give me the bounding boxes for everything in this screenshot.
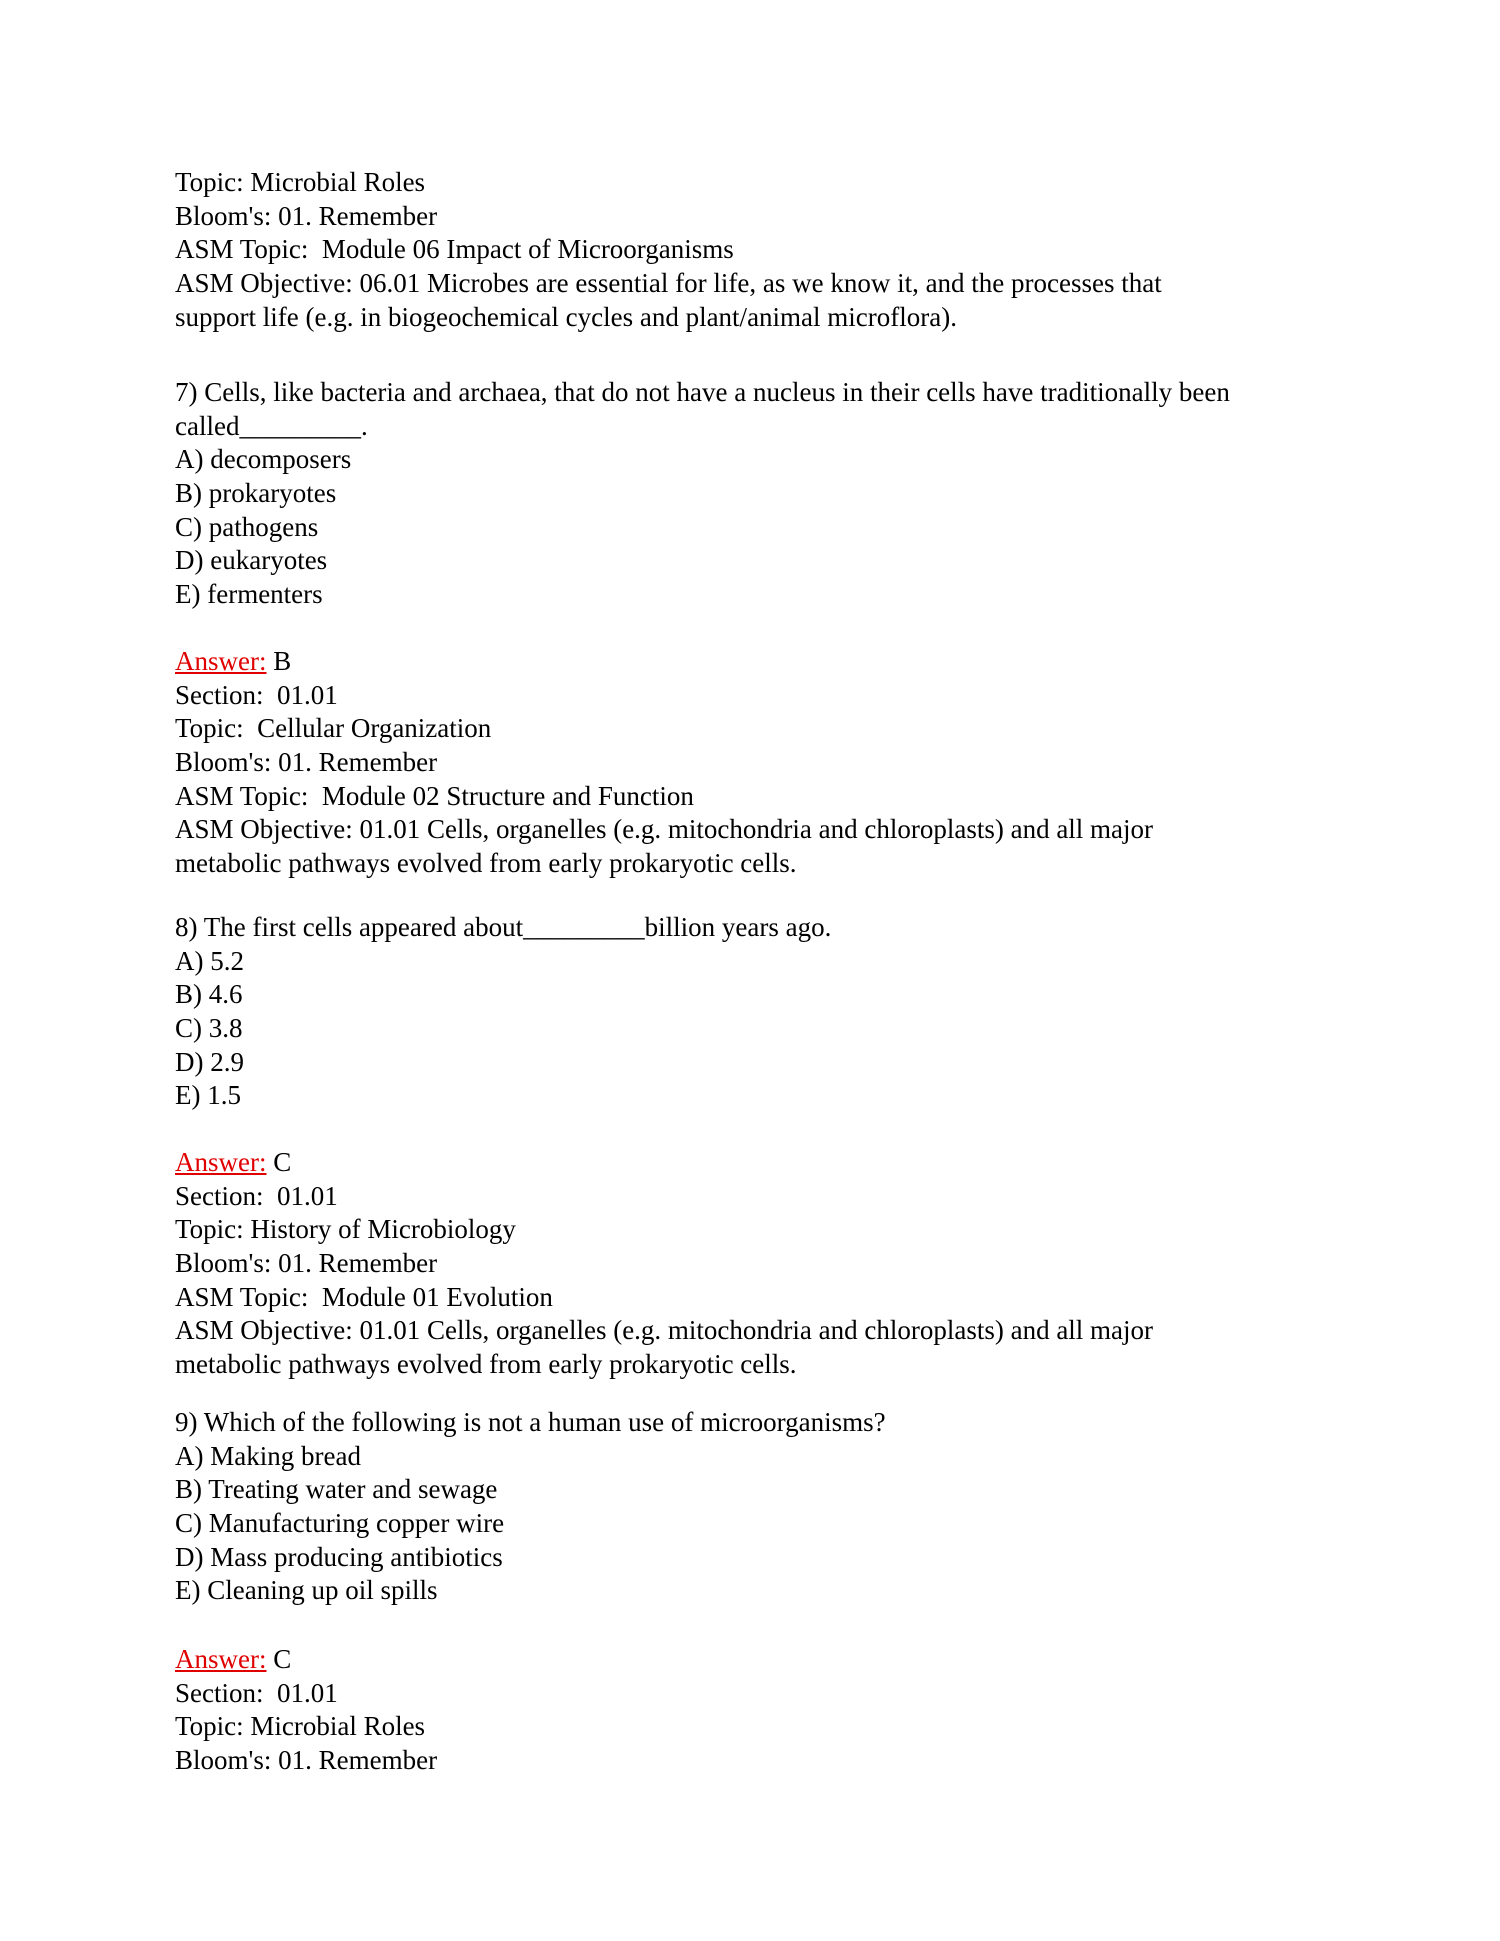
text-line: E) fermenters: [175, 579, 323, 610]
text-line: Bloom's: 01. Remember: [175, 1248, 438, 1279]
text-line: A) decomposers: [175, 444, 352, 475]
text-line: Topic: Microbial Roles: [175, 167, 426, 197]
text-line: ASM Topic: Module 06 Impact of Microorga…: [175, 234, 734, 265]
text-line: A) Making bread: [175, 1440, 361, 1471]
answer-label: Answer:: [175, 1644, 267, 1674]
answer-block-8: Answer: C Section: 01.01 Topic: History of…: [175, 1146, 1325, 1382]
text-line: called_________.: [175, 410, 368, 441]
text-line: Bloom's: 01. Remember: [175, 200, 438, 231]
text-line: ASM Topic: Module 02 Structure and Funct…: [175, 780, 694, 811]
answer-label: Answer:: [175, 646, 267, 676]
text-line: Bloom's: 01. Remember: [175, 747, 438, 778]
answer-line: Answer: C: [175, 1146, 1325, 1180]
text-line: B) prokaryotes: [175, 478, 337, 509]
text-line: support life (e.g. in biogeochemical cyc…: [175, 301, 957, 332]
text-line: D) 2.9: [175, 1046, 244, 1077]
answer-line: Answer: C: [175, 1643, 1325, 1677]
text-line: 9) Which of the following is not a human…: [175, 1407, 886, 1437]
answer-value: C: [266, 1147, 292, 1177]
text-line: Topic: Cellular Organization: [175, 713, 492, 744]
text-line: E) 1.5: [175, 1080, 241, 1111]
text-line: ASM Topic: Module 01 Evolution: [175, 1281, 553, 1312]
text-line: 8) The first cells appeared about_______…: [175, 912, 832, 942]
text-line: Section: 01.01: [175, 1180, 338, 1211]
text-line: ASM Objective: 01.01 Cells, organelles (…: [175, 1315, 1154, 1346]
text-line: Bloom's: 01. Remember: [175, 1745, 438, 1776]
text-line: C) pathogens: [175, 511, 319, 542]
text-line: C) Manufacturing copper wire: [175, 1508, 505, 1539]
text-line: metabolic pathways evolved from early pr…: [175, 848, 797, 879]
text-line: Section: 01.01: [175, 1677, 338, 1708]
answer-value: B: [266, 646, 292, 676]
text-line: E) Cleaning up oil spills: [175, 1575, 438, 1606]
text-line: B) Treating water and sewage: [175, 1474, 498, 1505]
text-line: Topic: Microbial Roles: [175, 1711, 426, 1742]
answer-line: Answer: B: [175, 645, 1325, 679]
text-line: ASM Objective: 06.01 Microbes are essent…: [175, 268, 1162, 299]
text-line: D) eukaryotes: [175, 545, 328, 576]
question-7: 7) Cells, like bacteria and archaea, tha…: [175, 376, 1325, 612]
answer-label: Answer:: [175, 1147, 267, 1177]
answer-block-7: Answer: B Section: 01.01 Topic: Cellular O…: [175, 645, 1325, 881]
answer-value: C: [266, 1644, 292, 1674]
text-line: ASM Objective: 01.01 Cells, organelles (…: [175, 814, 1154, 845]
text-line: Topic: History of Microbiology: [175, 1214, 516, 1245]
text-line: A) 5.2: [175, 945, 244, 976]
text-line: metabolic pathways evolved from early pr…: [175, 1349, 797, 1380]
answer-block-9: Answer: C Section: 01.01 Topic: Microbial …: [175, 1643, 1325, 1778]
question-9: 9) Which of the following is not a human…: [175, 1406, 1325, 1608]
text-line: B) 4.6: [175, 979, 243, 1010]
text-line: D) Mass producing antibiotics: [175, 1541, 503, 1572]
metadata-block: Topic: Microbial Roles Bloom's: 01. Remem…: [175, 166, 1325, 334]
question-8: 8) The first cells appeared about_______…: [175, 911, 1325, 1113]
text-line: C) 3.8: [175, 1013, 243, 1044]
text-line: Section: 01.01: [175, 679, 338, 710]
text-line: 7) Cells, like bacteria and archaea, tha…: [175, 377, 1230, 407]
